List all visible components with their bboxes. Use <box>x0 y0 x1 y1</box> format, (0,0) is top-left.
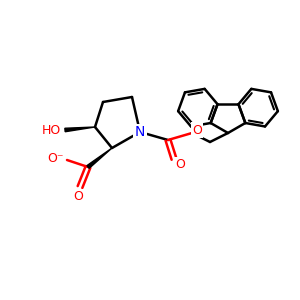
Text: O: O <box>192 124 202 136</box>
Text: N: N <box>135 125 145 139</box>
Text: O: O <box>175 158 185 172</box>
Text: O: O <box>73 190 83 203</box>
Text: O⁻: O⁻ <box>47 152 63 166</box>
Polygon shape <box>87 148 112 168</box>
Polygon shape <box>65 127 95 132</box>
Text: HO: HO <box>41 124 61 136</box>
